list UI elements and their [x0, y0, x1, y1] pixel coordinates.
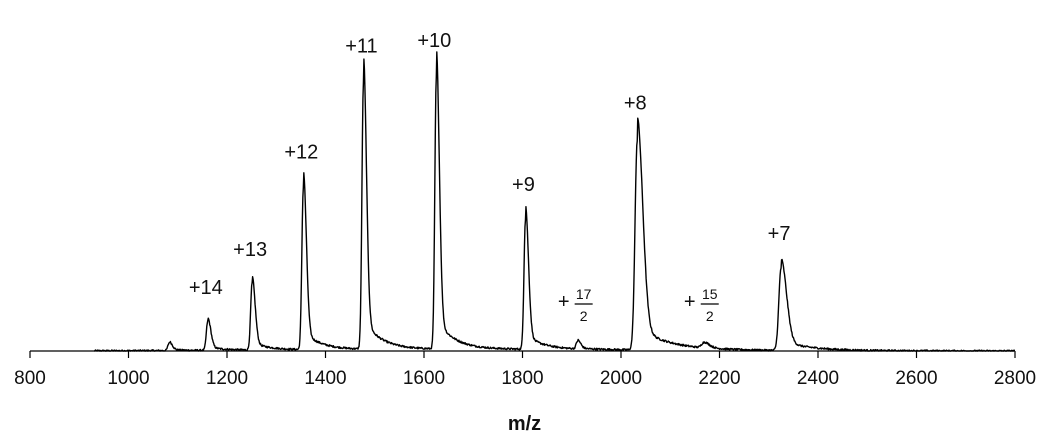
peak-label: +12: [284, 141, 318, 163]
fraction-denominator: 2: [580, 308, 588, 324]
x-tick-label: 1800: [501, 368, 543, 389]
x-axis-title: m/z: [508, 413, 541, 435]
spectrum-line: [93, 51, 1016, 352]
fraction-label: +17 2: [558, 286, 593, 324]
fraction-numerator: 17: [576, 286, 592, 302]
x-tick-label: 2800: [994, 368, 1036, 389]
peak-label: +11: [345, 36, 377, 58]
peak-labels: +14 +13 +12 +11 +10 +9 +8 +7 + 17 2 + 15 2: [189, 30, 791, 324]
x-tick-label: 1400: [304, 368, 346, 389]
x-tick-label: 2400: [797, 368, 839, 389]
x-tick-label: 1200: [206, 368, 248, 389]
x-axis: 800 1000 1200 1400 1600 1800 2000 2200 2400 2600 2…: [14, 350, 1036, 389]
x-tick-label: 800: [14, 368, 46, 389]
fraction-denominator: 2: [706, 308, 714, 324]
fraction-sign: +: [558, 291, 570, 313]
fraction-numerator: 15: [702, 286, 718, 302]
x-tick-label: 2000: [600, 368, 642, 389]
peak-label: +10: [417, 30, 451, 52]
fraction-label: +15 2: [684, 286, 719, 324]
peak-label: +8: [624, 93, 647, 115]
peak-label: +7: [768, 223, 791, 245]
peak-label: +13: [233, 239, 267, 261]
x-tick-label: 1600: [403, 368, 445, 389]
x-tick-label: 2200: [698, 368, 740, 389]
fraction-sign: +: [684, 291, 696, 313]
x-tick-label: 1000: [107, 368, 149, 389]
x-tick-label: 2600: [895, 368, 937, 389]
peak-label: +14: [189, 277, 223, 299]
peak-label: +9: [512, 174, 535, 196]
spectrum-series: [93, 51, 1016, 352]
